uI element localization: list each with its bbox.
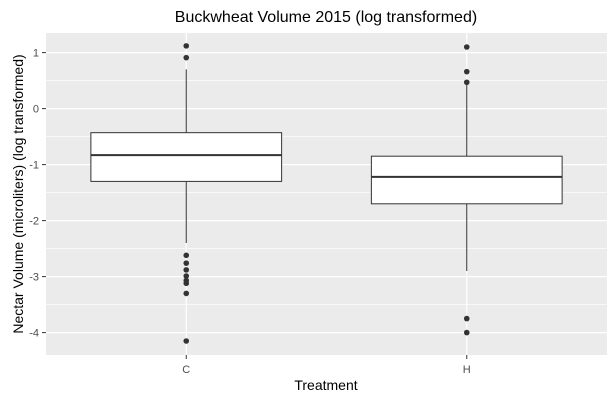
boxplot-c (90, 43, 283, 344)
outlier-point (183, 252, 190, 259)
box (370, 155, 563, 205)
outlier-point (463, 315, 470, 322)
outlier-point (183, 338, 190, 344)
outlier-point (183, 54, 190, 61)
outlier-point (463, 79, 470, 86)
y-axis-ticks: 1 0 -1 -2 -3 -4 (29, 48, 46, 340)
y-tick-label: 0 (33, 104, 39, 116)
outlier-point (183, 290, 190, 297)
y-tick-label: -3 (29, 272, 39, 284)
outlier-point (183, 267, 190, 273)
chart-title: Buckwheat Volume 2015 (log transformed) (175, 9, 477, 26)
outlier-point (183, 273, 190, 279)
outlier-point (183, 43, 190, 49)
y-tick-label: -2 (29, 216, 39, 228)
x-axis-title: Treatment (294, 377, 357, 393)
outlier-point (183, 280, 190, 287)
y-axis-title: Nectar Volume (microliters) (log transfo… (10, 54, 26, 333)
outlier-point (463, 329, 470, 336)
y-tick-label: 1 (33, 48, 39, 60)
outlier-point (183, 260, 190, 266)
boxplots (90, 43, 563, 344)
x-tick-label: H (463, 364, 471, 376)
outlier-point (463, 44, 470, 50)
x-tick-label: C (182, 364, 190, 376)
box (90, 132, 283, 182)
boxplot-h (370, 44, 563, 336)
outlier-point (463, 68, 470, 75)
y-tick-label: -1 (29, 160, 39, 172)
y-tick-label: -4 (29, 328, 39, 340)
